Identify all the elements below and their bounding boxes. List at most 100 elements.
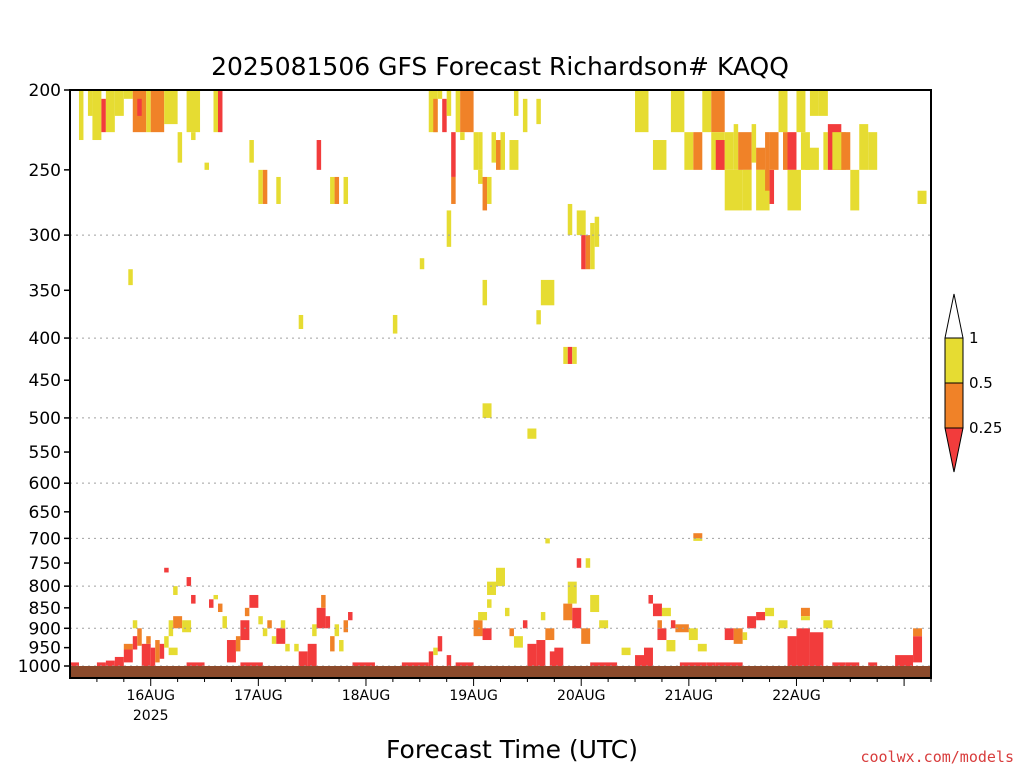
ri-cell-yellow — [271, 636, 277, 644]
ri-cell-yellow — [262, 628, 268, 637]
ri-cell-red — [652, 603, 662, 617]
ri-cell-yellow — [487, 581, 497, 595]
ri-cell-orange — [330, 636, 335, 652]
ri-cell-orange — [496, 140, 501, 170]
ri-cell-orange — [581, 628, 591, 644]
ri-cell-red — [442, 98, 447, 133]
ri-cell-red — [787, 636, 797, 666]
ri-cell-red — [679, 662, 707, 666]
ri-cell-yellow — [567, 581, 577, 604]
ri-cell-yellow — [670, 90, 685, 133]
ri-cell-red — [809, 632, 824, 666]
ri-cell-red — [101, 98, 106, 133]
y-tick-label: 750 — [29, 554, 61, 574]
ri-cell-orange — [433, 98, 438, 133]
ri-cell-yellow — [92, 90, 102, 141]
ri-cell-red — [307, 643, 317, 666]
x-tick-label: 17AUG — [234, 688, 283, 704]
colorbar-legend: 1 0.5 0.25 — [944, 293, 1002, 473]
ground-surface — [70, 666, 931, 678]
ri-cell-yellow — [823, 132, 828, 170]
ri-cell-red — [635, 655, 644, 666]
ri-cell-red — [913, 636, 923, 663]
ri-cell-orange — [585, 235, 591, 270]
credit-text: coolwx.com/models — [860, 748, 1014, 766]
ri-cell-orange — [150, 90, 165, 133]
ri-cell-yellow — [496, 567, 505, 587]
ri-cell-yellow — [572, 346, 577, 364]
x-tick-sublabel: 2025 — [133, 708, 169, 724]
ri-cell-red — [724, 628, 734, 641]
ri-cell-orange — [343, 620, 349, 633]
ri-cell-yellow — [594, 216, 600, 247]
y-tick-label: 650 — [29, 503, 61, 523]
x-tick-label: 20AUG — [557, 688, 606, 704]
ri-cell-red — [868, 662, 878, 666]
ri-cell-yellow — [765, 607, 775, 617]
ri-cell-yellow — [204, 162, 210, 170]
ri-cell-red — [114, 656, 124, 666]
ri-cell-orange — [262, 169, 268, 204]
colorbar-label: 1 — [969, 329, 979, 347]
ri-cell-yellow — [105, 90, 115, 133]
ri-cell-red — [249, 594, 259, 608]
y-tick-label: 400 — [29, 329, 61, 349]
ri-cell-yellow — [258, 616, 263, 625]
ri-cell-red — [572, 607, 582, 629]
ri-cell-red — [298, 651, 308, 666]
ri-cell-yellow — [146, 90, 151, 133]
ri-cell-orange — [321, 594, 326, 608]
y-tick-label: 950 — [29, 639, 61, 659]
ri-cell-red — [536, 640, 546, 666]
ri-cell-yellow — [724, 132, 734, 170]
ri-cell-yellow — [635, 90, 649, 133]
ri-cell-orange — [913, 628, 923, 637]
ri-cell-red — [325, 616, 331, 629]
ri-cell-red — [186, 577, 192, 587]
ri-cell-red — [451, 132, 456, 177]
ri-cell-red — [845, 662, 860, 666]
y-tick-label: 850 — [29, 599, 61, 619]
ri-cell-yellow — [859, 124, 869, 170]
ri-cell-yellow — [478, 132, 483, 170]
y-tick-label: 300 — [29, 226, 61, 246]
colorbar-label: 0.25 — [969, 419, 1002, 437]
y-tick-label: 350 — [29, 281, 61, 301]
ri-cell-yellow — [684, 132, 694, 170]
ri-cell-red — [96, 662, 106, 666]
x-tick-label: 19AUG — [449, 688, 498, 704]
ri-cell-yellow — [482, 279, 488, 306]
ri-cell-yellow — [87, 90, 93, 116]
ri-cell-red — [401, 662, 429, 666]
ri-cell-yellow — [164, 90, 178, 125]
ri-cell-yellow — [173, 586, 178, 595]
ri-cell-red — [191, 594, 196, 604]
ri-cell-orange — [769, 132, 779, 170]
ri-cell-yellow — [339, 640, 344, 652]
ri-cell-orange — [509, 628, 514, 637]
ri-cell-orange — [841, 132, 851, 170]
ri-cell-yellow — [661, 607, 671, 617]
x-tick-label: 21AUG — [665, 688, 714, 704]
ri-cell-yellow — [590, 222, 595, 270]
ri-cell-red — [105, 660, 115, 666]
ri-cell-yellow — [177, 132, 183, 163]
ri-cell-yellow — [693, 538, 703, 541]
x-axis: 16AUG 2025 17AUG 18AUG 19AUG 20AUG 21AUG 22AUG — [96, 678, 932, 724]
ri-cell-yellow — [330, 176, 335, 204]
ri-cell-red — [132, 636, 138, 650]
x-tick-label: 18AUG — [342, 688, 391, 704]
ri-cell-yellow — [182, 620, 192, 633]
ri-cell-red — [141, 643, 151, 666]
ri-cell-yellow — [487, 599, 492, 608]
ri-cell-yellow — [576, 210, 586, 236]
ri-cell-red — [590, 662, 618, 666]
ri-cell-yellow — [778, 90, 788, 133]
y-tick-label: 250 — [29, 161, 61, 181]
ri-cell-orange — [155, 640, 160, 663]
ri-cell-yellow — [504, 607, 510, 617]
ri-cell-red — [567, 346, 573, 364]
x-tick-label: 22AUG — [772, 688, 821, 704]
ri-cell-yellow — [491, 132, 497, 163]
ri-cell-yellow — [599, 620, 609, 629]
